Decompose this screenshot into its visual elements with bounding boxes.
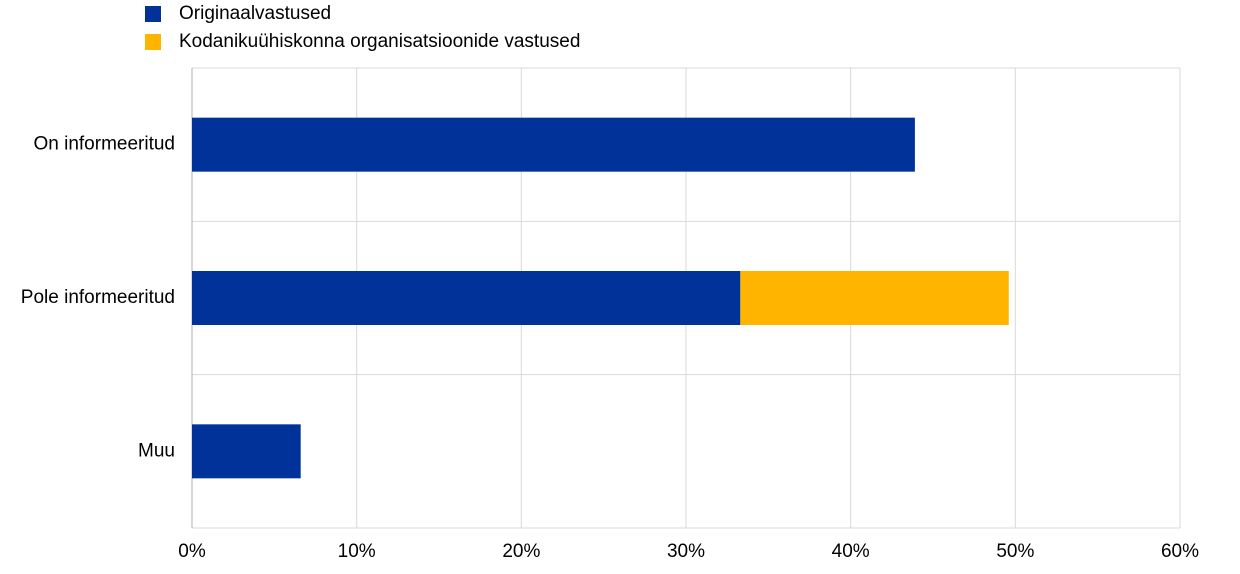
- x-tick-label: 0%: [178, 541, 206, 562]
- y-tick-label: Pole informeeritud: [21, 287, 175, 308]
- x-tick-label: 30%: [667, 541, 705, 562]
- y-tick-label: On informeeritud: [33, 134, 175, 155]
- bar: [192, 117, 915, 172]
- x-tick-label: 20%: [502, 541, 540, 562]
- bar: [192, 424, 301, 479]
- legend-label: Kodanikuühiskonna organisatsioonide vast…: [179, 31, 580, 52]
- legend-label: Originaalvastused: [179, 3, 331, 24]
- y-tick-label: Muu: [138, 440, 175, 461]
- x-tick-label: 50%: [996, 541, 1034, 562]
- bar: [192, 271, 741, 325]
- legend-swatch: [145, 6, 161, 22]
- x-tick-label: 40%: [832, 541, 870, 562]
- bar: [740, 271, 1009, 325]
- legend-swatch: [145, 34, 161, 50]
- x-tick-label: 10%: [338, 541, 376, 562]
- x-tick-label: 60%: [1161, 541, 1199, 562]
